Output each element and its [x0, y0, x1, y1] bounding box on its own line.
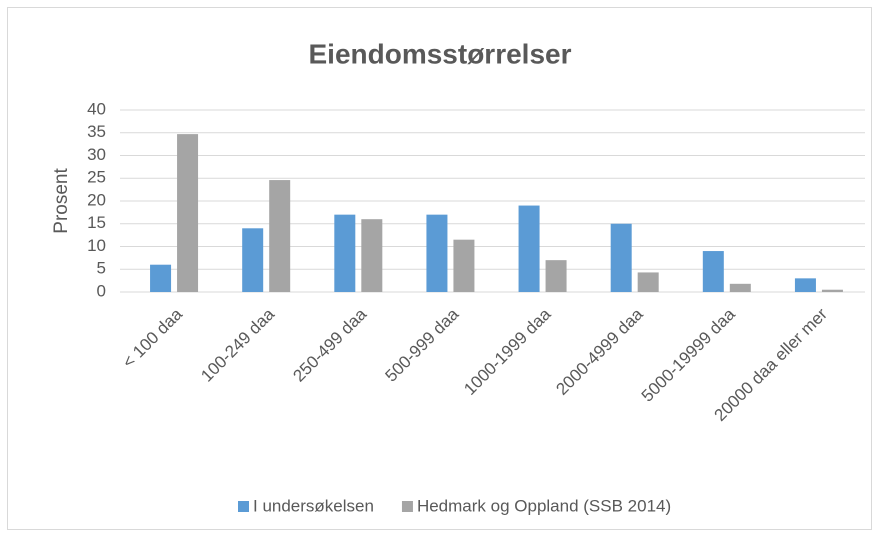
- legend-swatch: [401, 501, 413, 512]
- bar: [518, 205, 540, 292]
- bar: [821, 289, 843, 292]
- bar: [545, 260, 567, 292]
- bar: [729, 283, 751, 292]
- bar: [453, 239, 475, 292]
- bar: [794, 278, 816, 292]
- y-axis-title: Prosent: [51, 168, 72, 234]
- y-tick-label: 20: [87, 190, 106, 209]
- y-tick-label: 30: [87, 145, 106, 164]
- y-tick-label: 10: [87, 236, 106, 255]
- bar: [702, 251, 724, 292]
- legend-swatch: [238, 501, 249, 512]
- bar: [334, 214, 356, 292]
- chart-title: Eiendomsstørrelser: [309, 38, 572, 69]
- y-tick-label: 40: [87, 99, 106, 118]
- bar: [610, 223, 632, 292]
- y-tick-label: 25: [87, 168, 106, 187]
- y-tick-label: 15: [87, 213, 106, 232]
- bar: [150, 264, 172, 292]
- legend-label: I undersøkelsen: [253, 496, 374, 515]
- y-tick-label: 35: [87, 122, 106, 141]
- bar: [177, 134, 199, 292]
- y-tick-label: 0: [97, 281, 106, 300]
- y-tick-label: 5: [97, 259, 106, 278]
- bar: [269, 180, 291, 292]
- bar: [361, 219, 383, 292]
- legend-label: Hedmark og Oppland (SSB 2014): [417, 496, 671, 515]
- bar: [242, 228, 264, 292]
- bar: [637, 272, 659, 292]
- bar: [426, 214, 448, 292]
